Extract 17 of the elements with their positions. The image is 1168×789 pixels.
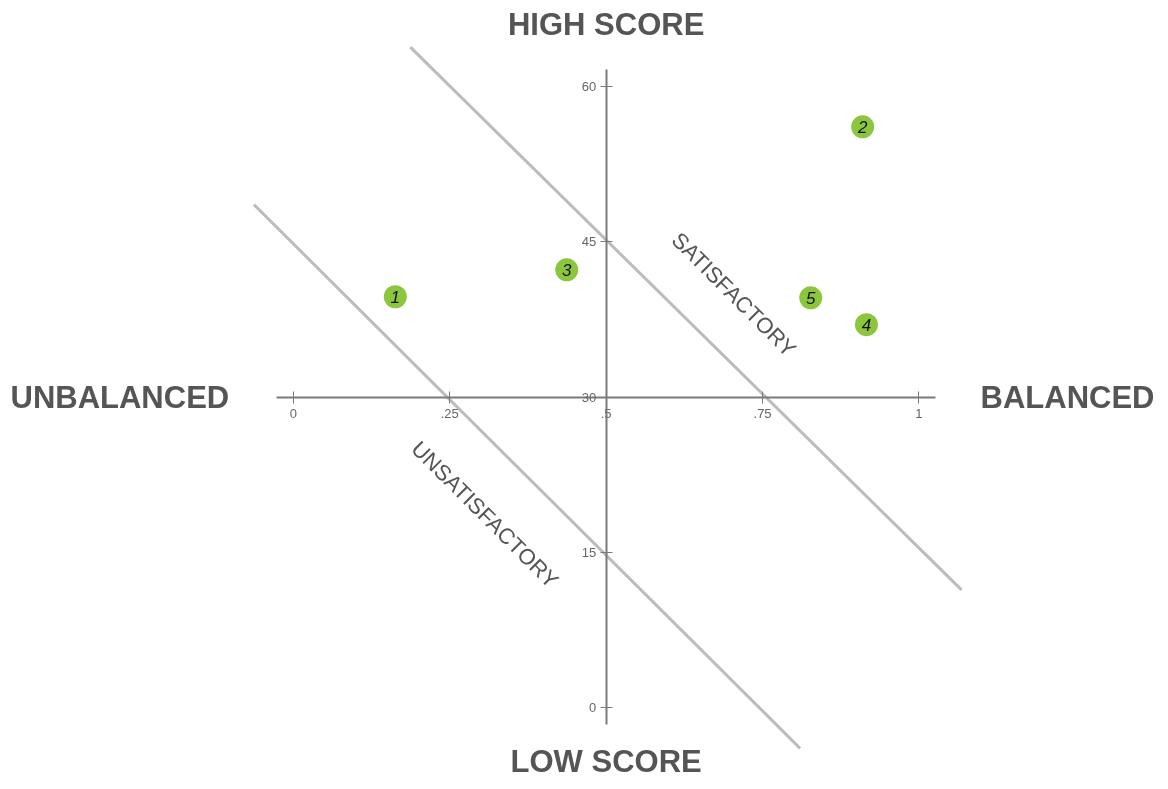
annotation: HIGH SCORE bbox=[507, 6, 705, 42]
y-tick-label: 0 bbox=[588, 700, 597, 716]
y-tick-label: 60 bbox=[581, 78, 597, 94]
annotation: UNBALANCED bbox=[10, 379, 230, 415]
series-label: 2 bbox=[856, 117, 868, 137]
annotation: BALANCED bbox=[980, 379, 1155, 415]
annotation: LOW SCORE bbox=[510, 743, 702, 779]
series-label: 1 bbox=[390, 287, 401, 307]
x-tick-label: .25 bbox=[440, 406, 459, 422]
y-tick-label: 15 bbox=[581, 545, 597, 561]
x-tick-label: .75 bbox=[753, 406, 772, 422]
x-tick-label: 1 bbox=[915, 406, 923, 422]
series-label: 4 bbox=[861, 315, 872, 335]
y-tick-label: 45 bbox=[581, 234, 597, 250]
series-label: 3 bbox=[562, 260, 573, 280]
x-tick-label: 0 bbox=[289, 406, 297, 422]
series-label: 5 bbox=[806, 288, 817, 308]
